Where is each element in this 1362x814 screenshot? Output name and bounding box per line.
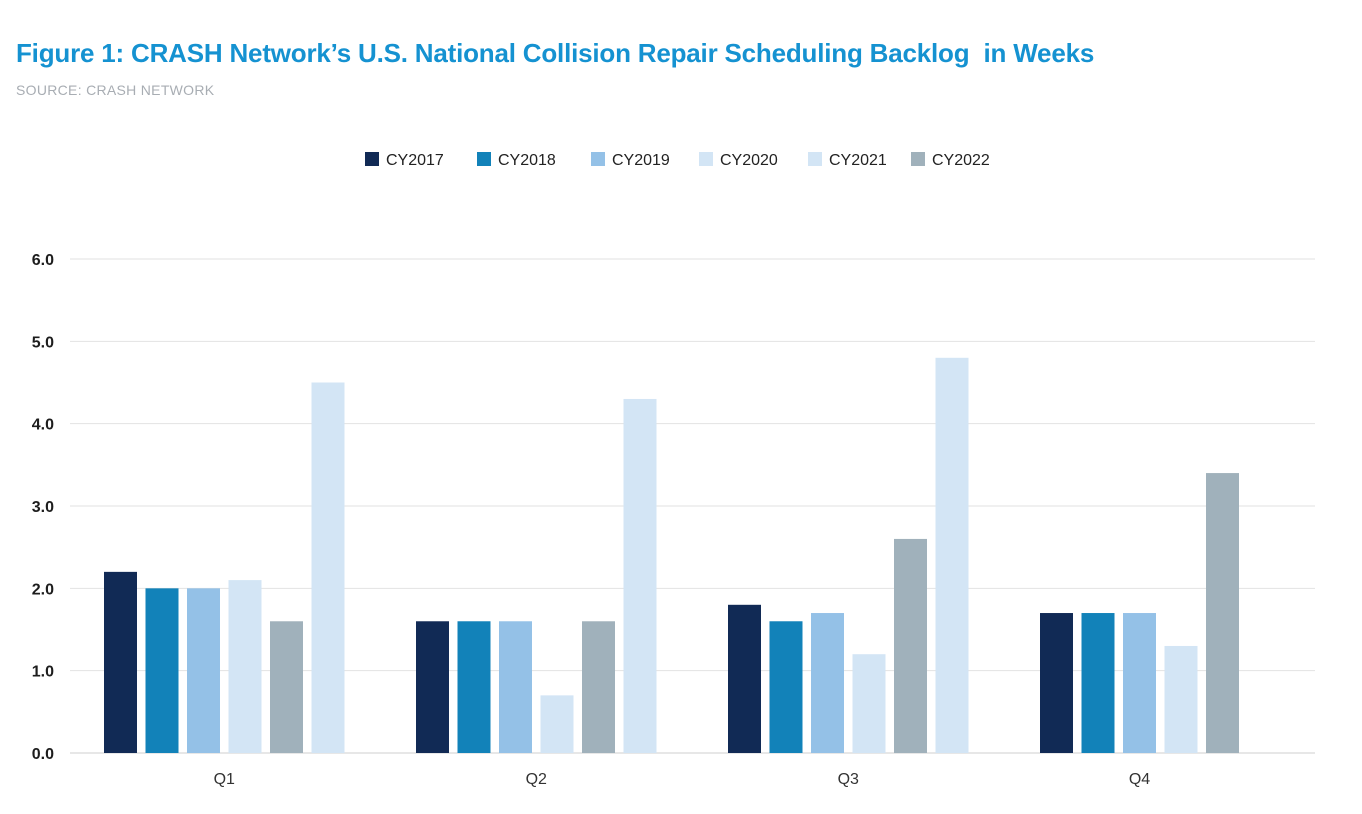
- chart-legend: CY2017 CY2018 CY2019 CY2020 CY2021 CY2022: [365, 152, 990, 169]
- bar-cy2018-q2: [457, 621, 491, 753]
- legend-label-cy2018: CY2018: [498, 152, 556, 169]
- bar-cy2019-q4: [1123, 613, 1156, 753]
- y-tick-label: 3.0: [32, 499, 54, 516]
- bar-cy2018-q4: [1081, 613, 1115, 753]
- chart-source: SOURCE: CRASH NETWORK: [16, 82, 215, 98]
- bar-cy2018-q1: [145, 588, 179, 753]
- x-tick-label: Q3: [838, 771, 859, 788]
- bar-cy2019-q3: [811, 613, 844, 753]
- bar-cy2021-q1: [311, 382, 345, 753]
- bar-cy2022-q4: [1206, 473, 1239, 753]
- y-tick-label: 0.0: [32, 746, 54, 763]
- x-axis: Q1 Q2 Q3 Q4: [214, 771, 1151, 788]
- bars: [104, 357, 1239, 753]
- bar-cy2017-q4: [1040, 613, 1073, 753]
- legend-swatch-cy2018: [477, 152, 491, 166]
- gridlines: [70, 258, 1315, 754]
- chart-title: Figure 1: CRASH Network’s U.S. National …: [16, 38, 1095, 68]
- bar-cy2017-q1: [104, 571, 137, 753]
- legend-swatch-cy2022: [911, 152, 925, 166]
- bar-cy2021-q3: [935, 357, 969, 753]
- y-axis: 0.0 1.0 2.0 3.0 4.0 5.0 6.0: [32, 252, 54, 763]
- legend-swatch-cy2020: [699, 152, 713, 166]
- legend-swatch-cy2019: [591, 152, 605, 166]
- bar-cy2020-q4: [1164, 645, 1198, 753]
- bar-cy2017-q3: [728, 604, 761, 753]
- bar-cy2022-q3: [894, 538, 927, 753]
- bar-cy2022-q2: [582, 621, 615, 753]
- legend-label-cy2017: CY2017: [386, 152, 444, 169]
- bar-cy2020-q3: [852, 654, 886, 753]
- y-tick-label: 1.0: [32, 664, 54, 681]
- bar-cy2018-q3: [769, 621, 803, 753]
- legend-swatch-cy2017: [365, 152, 379, 166]
- x-tick-label: Q1: [214, 771, 235, 788]
- x-tick-label: Q4: [1129, 771, 1150, 788]
- y-tick-label: 4.0: [32, 417, 54, 434]
- legend-label-cy2019: CY2019: [612, 152, 670, 169]
- bar-cy2020-q2: [540, 695, 574, 753]
- bar-cy2019-q2: [499, 621, 532, 753]
- bar-cy2019-q1: [187, 588, 220, 753]
- x-tick-label: Q2: [526, 771, 547, 788]
- bar-cy2022-q1: [270, 621, 303, 753]
- legend-label-cy2021: CY2021: [829, 152, 887, 169]
- legend-label-cy2022: CY2022: [932, 152, 990, 169]
- legend-label-cy2020: CY2020: [720, 152, 778, 169]
- y-tick-label: 5.0: [32, 334, 54, 351]
- bar-cy2020-q1: [228, 580, 262, 753]
- y-tick-label: 6.0: [32, 252, 54, 269]
- y-tick-label: 2.0: [32, 581, 54, 598]
- bar-cy2021-q2: [623, 398, 657, 753]
- legend-swatch-cy2021: [808, 152, 822, 166]
- bar-cy2017-q2: [416, 621, 449, 753]
